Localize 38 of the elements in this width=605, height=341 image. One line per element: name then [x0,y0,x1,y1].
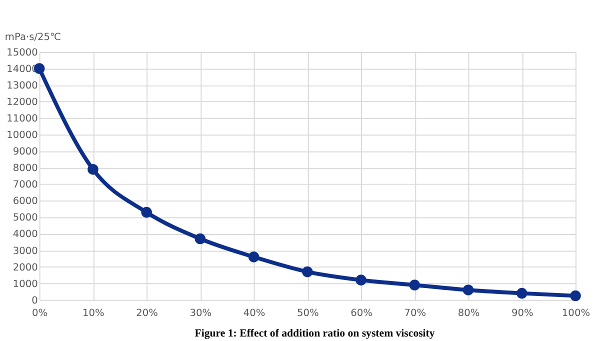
x-tick-label: 40% [243,308,266,320]
y-axis-title: mPa·s/25℃ [4,32,62,44]
point [462,284,474,296]
y-tick-label: 11000 [6,114,38,125]
x-tick-label: 100% [562,308,590,320]
x-tick-label: 90% [511,308,534,320]
point [409,280,420,290]
point [356,274,366,286]
point [570,290,581,302]
point [141,206,152,218]
point [248,252,260,262]
y-tick-label: 9000 [12,146,38,158]
caption: Figure 1: Effect of addition ratio on system viscosity [194,327,436,340]
x-tick-label: 30% [190,308,212,320]
y-tick-label: 15000 [6,47,38,58]
y-tick-label: 12000 [6,97,38,108]
y-tick-label: 0 [32,295,38,306]
y-tick-label: 6000 [12,196,38,208]
x-tick-label: 80% [458,308,480,320]
y-tick-label: 4000 [12,229,38,240]
y-tick-label: 3000 [12,246,38,257]
point [302,266,313,278]
x-tick-label: 60% [350,308,372,320]
y-tick-label: 8000 [12,163,38,174]
x-tick-label: 10% [82,308,104,320]
y-tick-label: 2000 [12,262,38,274]
y-tick-label: 1000 [12,278,38,290]
point [194,233,206,244]
point [516,288,528,299]
point [88,164,98,175]
y-tick-label: 7000 [12,180,38,191]
y-tick-label: 10000 [6,130,38,142]
x-tick-label: 70% [404,308,426,320]
y-tick-label: 13000 [6,80,38,92]
x-tick-label: 20% [136,308,158,320]
x-tick-label: 50% [296,308,319,320]
y-tick-label: 5000 [12,212,38,224]
x-tick-label: 0% [32,308,48,320]
